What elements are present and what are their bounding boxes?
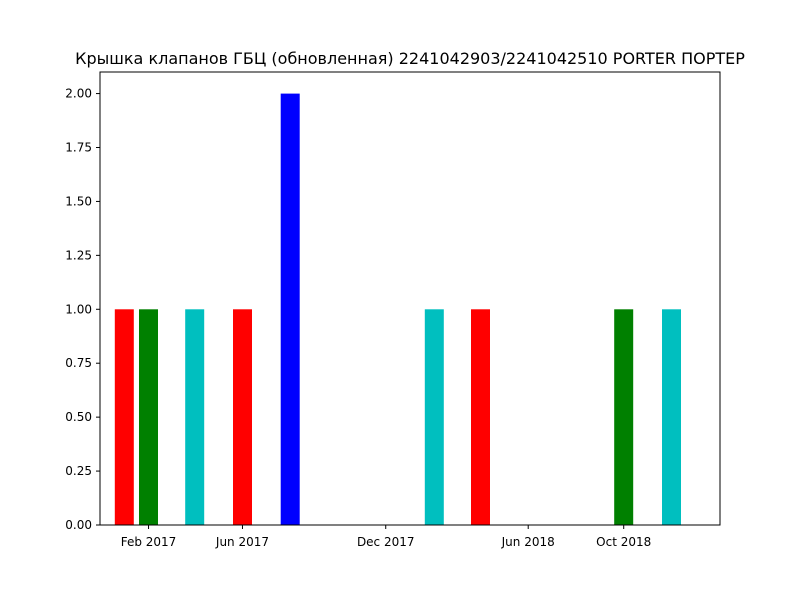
x-tick-label: Oct 2018 [596, 535, 651, 549]
y-tick-label: 0.50 [65, 410, 92, 424]
y-tick-label: 2.00 [65, 87, 92, 101]
bar-2017-02-01 [139, 309, 158, 525]
y-tick-label: 1.75 [65, 141, 92, 155]
x-tick-label: Jun 2017 [215, 535, 269, 549]
y-tick-label: 1.00 [65, 302, 92, 316]
y-tick-label: 0.75 [65, 356, 92, 370]
y-tick-label: 0.00 [65, 518, 92, 532]
chart-title: Крышка клапанов ГБЦ (обновленная) 224104… [75, 49, 745, 68]
plot-frame [99, 71, 721, 526]
bar-2018-02-01 [424, 309, 444, 525]
axes-layer: 0.00 0.25 0.50 0.75 1.00 1.25 1.50 1.75 2.00 Feb … [65, 87, 651, 549]
y-tick-label: 0.25 [65, 464, 92, 478]
bar-2018-04-01 [471, 309, 490, 525]
x-tick-label: Jun 2018 [501, 535, 555, 549]
bar-2018-12-01 [662, 309, 681, 525]
bar-2017-06-01 [233, 309, 252, 525]
x-tick-label: Dec 2017 [357, 535, 415, 549]
x-tick-label: Feb 2017 [121, 535, 177, 549]
bar-2017-08-01 [280, 93, 300, 525]
bar-2017-01-01 [114, 309, 134, 525]
y-tick-label: 1.50 [65, 194, 92, 208]
bar-2017-04-01 [185, 309, 205, 525]
y-tick-label: 1.25 [65, 248, 92, 262]
bars-layer [114, 93, 681, 525]
bar-2018-10-01 [614, 309, 634, 525]
